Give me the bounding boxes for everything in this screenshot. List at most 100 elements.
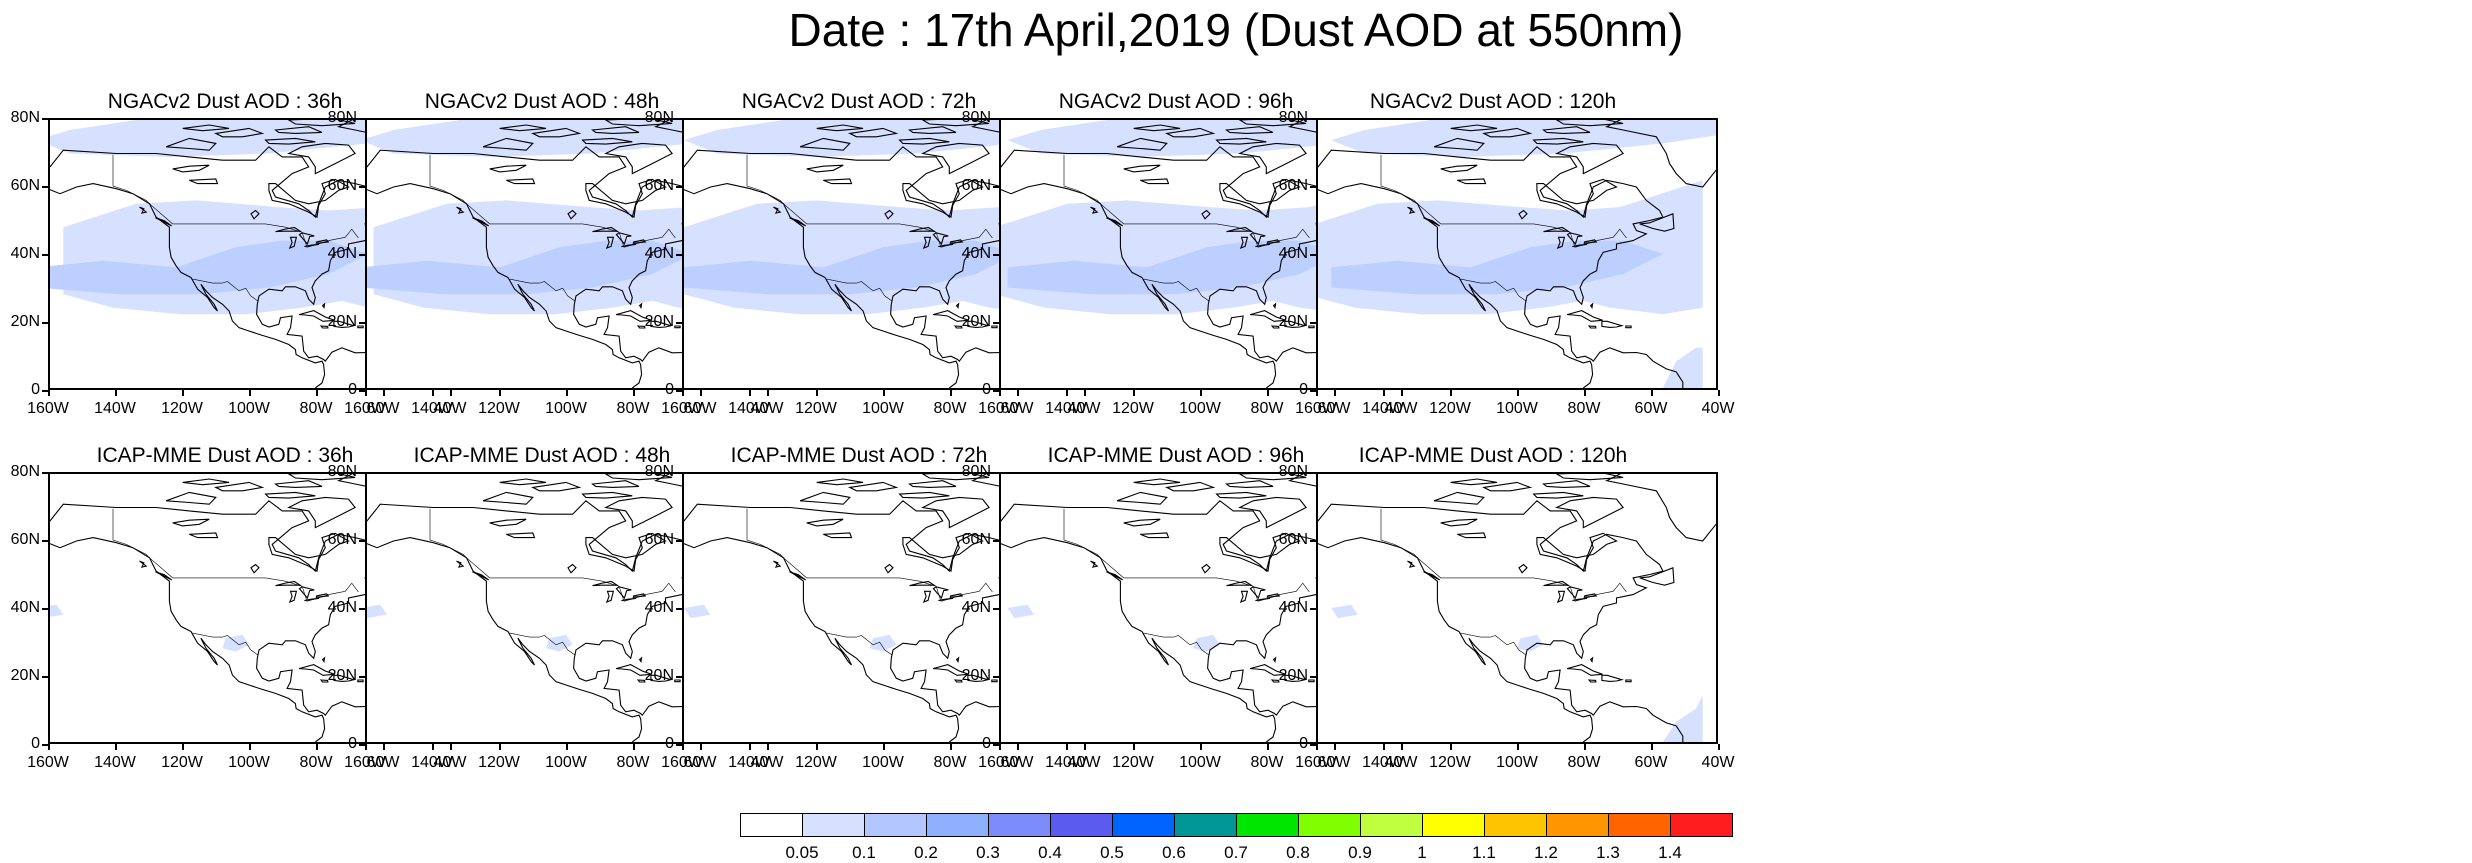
longitude-tick-label: 40W	[433, 400, 467, 417]
island-outline	[1165, 127, 1216, 138]
dust-region	[1517, 634, 1544, 652]
island-outline	[922, 236, 932, 249]
island-outline	[1587, 679, 1597, 683]
island-outline	[938, 597, 954, 602]
longitude-tick-label: 120W	[161, 754, 203, 771]
latitude-tick-label: 60N	[1278, 531, 1308, 548]
island-outline	[319, 325, 329, 329]
longitude-tick-label: 40W	[750, 400, 784, 417]
latitude-tick-label: 40N	[1278, 599, 1308, 616]
longitude-tick-label: 60W	[366, 400, 400, 417]
island-outline	[499, 124, 547, 132]
island-outline	[1270, 325, 1280, 329]
island-outline	[155, 217, 173, 227]
island-outline	[953, 325, 963, 329]
island-outline	[674, 679, 681, 683]
colorbar-label: 1.2	[1534, 843, 1558, 862]
longitude-tick-label: 120W	[161, 400, 203, 417]
map-canvas	[1318, 120, 1716, 388]
island-outline	[955, 656, 960, 664]
latitude-tick	[1310, 186, 1316, 188]
longitude-tick-label: 100W	[862, 754, 904, 771]
longitude-tick-label: 120W	[1429, 400, 1471, 417]
island-outline	[298, 310, 335, 322]
island-outline	[1249, 310, 1286, 322]
latitude-tick	[1310, 254, 1316, 256]
island-outline	[1555, 474, 1624, 481]
latitude-tick-label: 0	[348, 381, 357, 398]
island-outline	[1133, 478, 1181, 486]
hudson-bay-outline	[1536, 178, 1618, 218]
latitude-tick	[42, 186, 48, 188]
national-borders	[1063, 154, 1310, 302]
latitude-tick	[676, 390, 682, 392]
longitude-tick-label: 80W	[1567, 400, 1601, 417]
longitude-tick	[1267, 390, 1269, 396]
island-outline	[298, 232, 315, 246]
longitude-tick	[816, 744, 818, 750]
lake-outline	[1440, 164, 1478, 173]
island-outline	[967, 674, 990, 682]
longitude-tick	[316, 744, 318, 750]
island-outline	[1482, 481, 1533, 492]
west-coastline	[367, 537, 643, 742]
island-outline	[1532, 491, 1584, 499]
island-outline	[908, 126, 957, 134]
island-outline	[1566, 310, 1603, 322]
island-outline	[592, 226, 619, 233]
island-outline	[909, 580, 936, 587]
dust-region	[684, 604, 711, 618]
latitude-tick-label: 0	[348, 735, 357, 752]
longitude-tick	[633, 390, 635, 396]
latitude-tick-label: 20N	[10, 313, 40, 330]
island-outline	[1090, 206, 1099, 214]
longitude-tick	[499, 390, 501, 396]
lake-outline	[506, 532, 536, 539]
longitude-tick	[1200, 390, 1202, 396]
island-outline	[1625, 679, 1632, 683]
latitude-tick	[42, 540, 48, 542]
longitude-tick-label: 80W	[1250, 400, 1284, 417]
longitude-tick-label: 60W	[1634, 754, 1668, 771]
latitude-tick	[676, 608, 682, 610]
island-outline	[638, 302, 643, 310]
east-coastline	[684, 146, 1050, 388]
island-outline	[182, 478, 230, 486]
latitude-tick-label: 40N	[644, 245, 674, 262]
longitude-tick-label: 80W	[299, 754, 333, 771]
island-outline	[214, 127, 265, 138]
island-outline	[1482, 127, 1533, 138]
lake-outline	[506, 178, 536, 185]
longitude-tick	[365, 744, 367, 750]
longitude-tick	[566, 744, 568, 750]
longitude-tick-label: 100W	[1496, 400, 1538, 417]
latitude-tick	[676, 676, 682, 678]
colorbar-swatch	[926, 813, 989, 837]
latitude-tick	[676, 254, 682, 256]
greenland-outline	[1604, 120, 1716, 188]
island-outline	[621, 243, 637, 248]
coastlines	[1318, 474, 1716, 742]
island-outline	[799, 491, 851, 505]
longitude-tick-label: 80W	[1567, 754, 1601, 771]
island-outline	[139, 206, 148, 214]
island-outline	[1090, 560, 1099, 568]
island-outline	[1116, 137, 1168, 151]
island-outline	[898, 491, 950, 499]
latitude-tick	[1310, 390, 1316, 392]
national-borders	[746, 508, 993, 656]
latitude-tick-label: 0	[1299, 735, 1308, 752]
longitude-tick-label: 160W	[27, 400, 69, 417]
coastlines	[1001, 120, 1399, 388]
island-outline	[531, 127, 582, 138]
island-outline	[1433, 137, 1485, 151]
island-outline	[482, 137, 534, 151]
island-outline	[1272, 302, 1277, 310]
island-outline	[592, 580, 619, 587]
colorbar-swatch	[1112, 813, 1175, 837]
latitude-tick	[676, 540, 682, 542]
lake-outline	[1123, 518, 1161, 527]
island-outline	[605, 590, 615, 603]
latitude-tick-label: 20N	[961, 667, 991, 684]
latitude-tick	[42, 322, 48, 324]
